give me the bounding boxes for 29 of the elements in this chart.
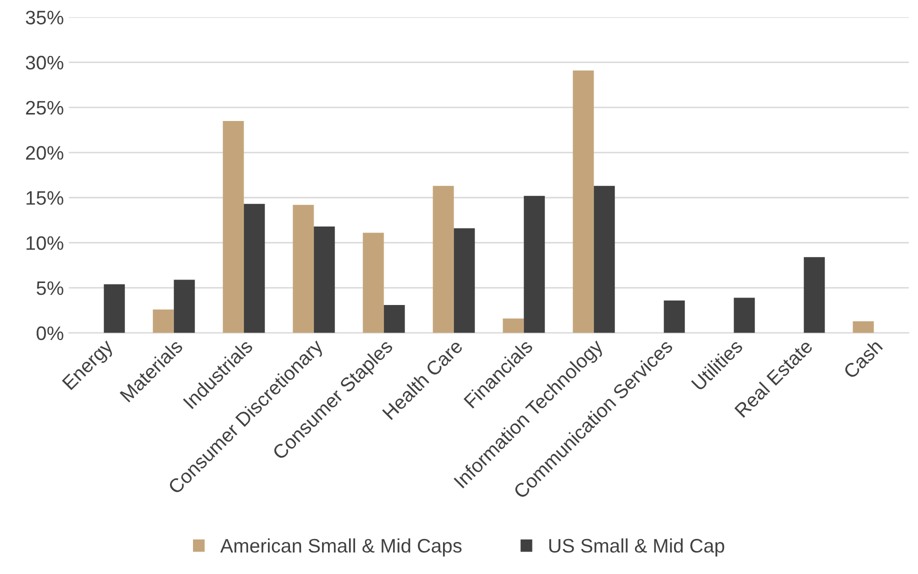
bar <box>524 196 545 333</box>
y-tick-label: 25% <box>26 100 64 115</box>
bar <box>362 232 384 333</box>
bar <box>384 304 405 333</box>
bar <box>432 186 454 333</box>
bar <box>104 284 125 333</box>
bar <box>664 300 685 333</box>
y-tick-label: 0% <box>36 326 64 340</box>
bar <box>454 228 475 333</box>
bar <box>572 70 594 333</box>
legend-label: American Small & Mid Caps <box>220 538 462 556</box>
y-tick-label: 10% <box>26 236 64 250</box>
bar <box>244 204 265 333</box>
bar <box>292 204 314 333</box>
bar <box>852 321 874 333</box>
bar <box>502 318 524 333</box>
y-tick-label: 15% <box>26 191 64 205</box>
y-tick-label: 20% <box>26 146 64 160</box>
bar <box>734 298 755 333</box>
bar <box>152 309 174 333</box>
bar <box>804 257 825 333</box>
y-tick-label: 30% <box>26 56 64 70</box>
bar <box>314 226 335 333</box>
bar <box>222 120 244 333</box>
bar <box>174 280 195 333</box>
y-tick-label: 35% <box>26 10 64 24</box>
y-tick-label: 5% <box>36 281 64 296</box>
bar <box>594 186 615 333</box>
legend-label: US Small & Mid Cap <box>549 538 724 556</box>
